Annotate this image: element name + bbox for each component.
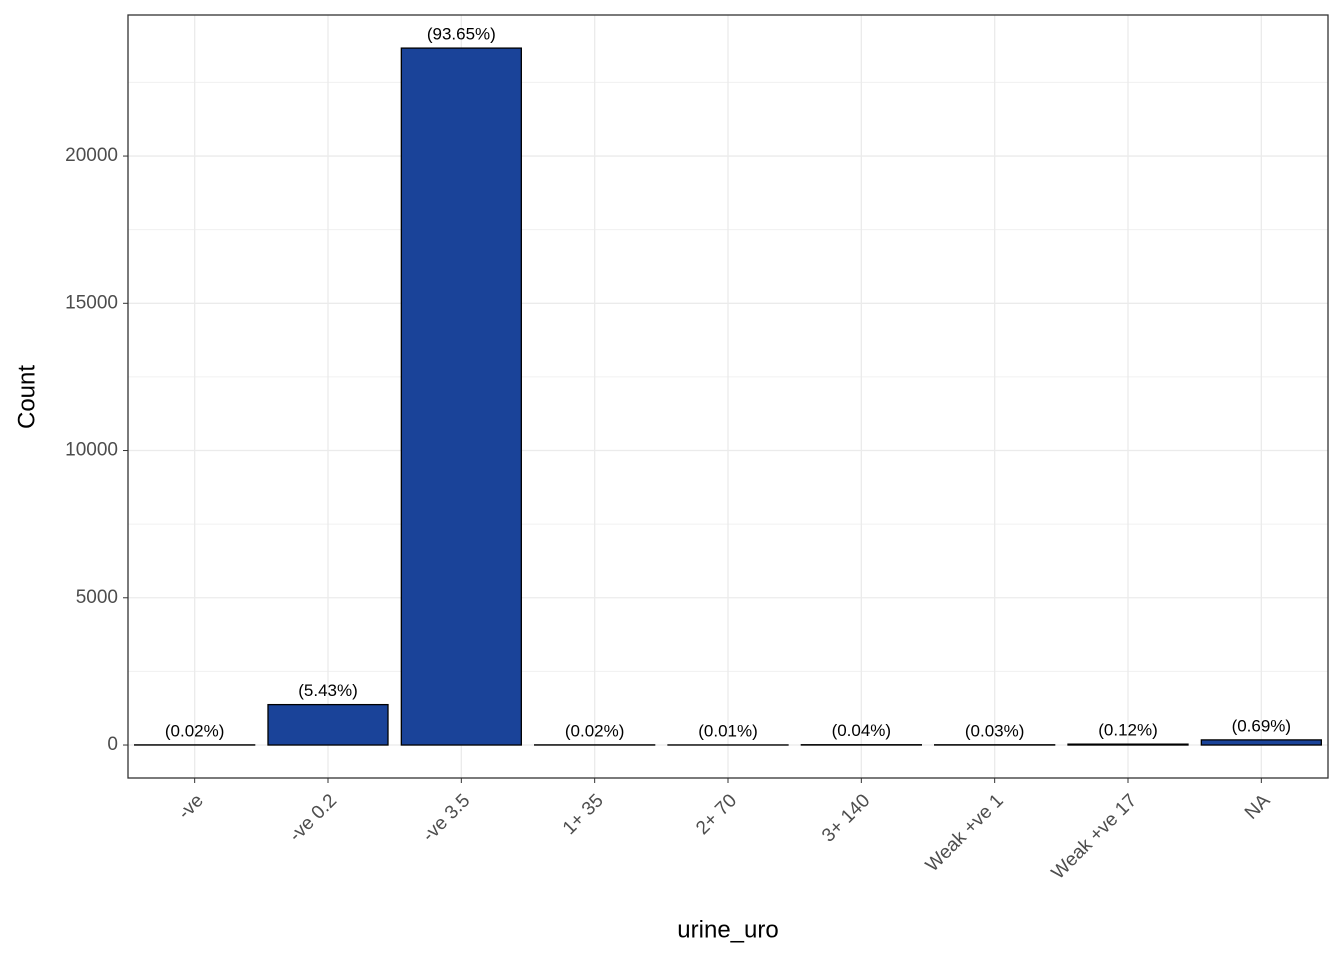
y-tick-label: 10000 bbox=[65, 440, 118, 461]
y-tick-label: 20000 bbox=[65, 145, 118, 166]
bar-label: (0.03%) bbox=[965, 721, 1025, 740]
x-tick-label: 2+ 70 bbox=[692, 790, 741, 839]
x-axis-title: urine_uro bbox=[677, 916, 778, 943]
x-tick-label: NA bbox=[1241, 790, 1275, 824]
bar-label: (0.69%) bbox=[1232, 716, 1292, 735]
bar-label: (5.43%) bbox=[298, 681, 358, 700]
x-tick-label: 3+ 140 bbox=[818, 790, 874, 846]
x-tick-label: Weak +ve 1 bbox=[922, 790, 1008, 876]
y-tick-label: 5000 bbox=[76, 587, 118, 608]
x-tick-label: -ve bbox=[174, 790, 208, 824]
bar-label: (93.65%) bbox=[427, 25, 496, 44]
bar-label: (0.02%) bbox=[565, 721, 625, 740]
bar bbox=[400, 47, 522, 746]
x-tick-label: -ve 3.5 bbox=[418, 790, 474, 846]
bar bbox=[1200, 739, 1322, 746]
bar-label: (0.01%) bbox=[698, 721, 758, 740]
y-axis-title: Count bbox=[13, 365, 40, 429]
bar-label: (0.02%) bbox=[165, 721, 225, 740]
bar bbox=[267, 703, 389, 746]
y-tick-label: 0 bbox=[107, 734, 118, 755]
bar-label: (0.04%) bbox=[832, 721, 892, 740]
y-tick-label: 15000 bbox=[65, 292, 118, 313]
x-tick-label: 1+ 35 bbox=[559, 790, 608, 839]
panel-border bbox=[127, 14, 1329, 779]
x-tick-label: -ve 0.2 bbox=[285, 790, 341, 846]
x-tick-label: Weak +ve 17 bbox=[1048, 790, 1141, 883]
bar bbox=[1067, 743, 1189, 746]
bar-label: (0.12%) bbox=[1098, 721, 1158, 740]
